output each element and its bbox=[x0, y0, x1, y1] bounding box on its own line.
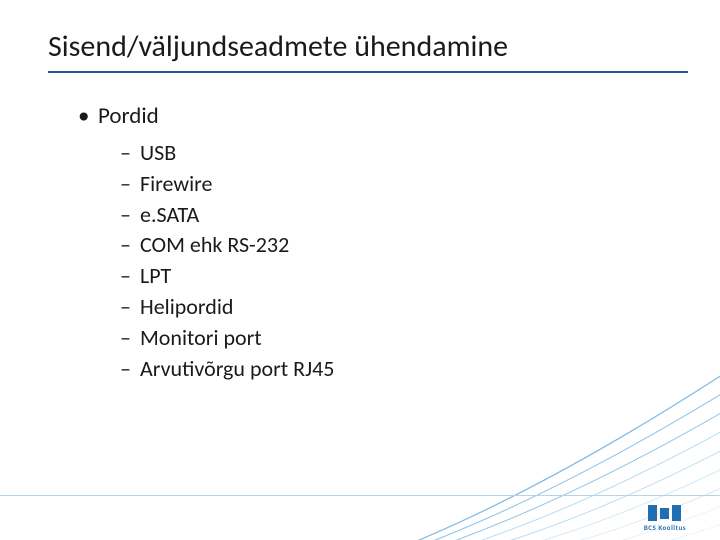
bullet-level1: Pordid bbox=[78, 101, 680, 132]
sub-list: USB Firewire e.SATA COM ehk RS-232 LPT H… bbox=[78, 138, 680, 384]
bullet-level2: Arvutivõrgu port RJ45 bbox=[120, 354, 680, 385]
slide-title: Sisend/väljundseadmete ühendamine bbox=[48, 28, 680, 65]
bullet-level2: Helipordid bbox=[120, 292, 680, 323]
footer-rule bbox=[0, 495, 720, 496]
bullet-level2: Monitori port bbox=[120, 323, 680, 354]
bullet-level2: e.SATA bbox=[120, 200, 680, 231]
logo-mark-icon bbox=[648, 505, 681, 521]
content-area: Pordid USB Firewire e.SATA COM ehk RS-23… bbox=[48, 101, 680, 384]
logo-text: BCS Koolitus bbox=[644, 523, 686, 532]
slide: Sisend/väljundseadmete ühendamine Pordid… bbox=[0, 0, 720, 540]
bullet-level2: USB bbox=[120, 138, 680, 169]
title-underline bbox=[48, 71, 688, 73]
bullet-level2: Firewire bbox=[120, 169, 680, 200]
bullet-level2: LPT bbox=[120, 261, 680, 292]
bullet-level2: COM ehk RS-232 bbox=[120, 230, 680, 261]
logo: BCS Koolitus bbox=[644, 505, 686, 532]
